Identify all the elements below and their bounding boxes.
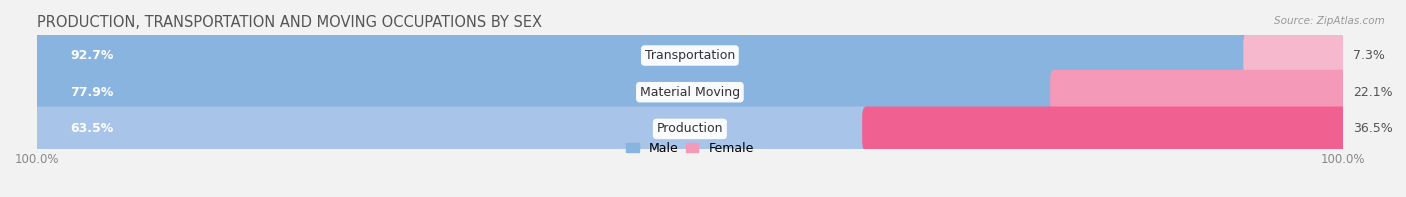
FancyBboxPatch shape (31, 97, 1350, 160)
Text: 22.1%: 22.1% (1353, 86, 1392, 99)
Text: Transportation: Transportation (645, 49, 735, 62)
Text: 92.7%: 92.7% (70, 49, 114, 62)
FancyBboxPatch shape (1050, 70, 1347, 115)
FancyBboxPatch shape (31, 24, 1350, 87)
Text: PRODUCTION, TRANSPORTATION AND MOVING OCCUPATIONS BY SEX: PRODUCTION, TRANSPORTATION AND MOVING OC… (37, 15, 543, 30)
Text: Production: Production (657, 122, 723, 135)
FancyBboxPatch shape (34, 33, 1251, 78)
Text: 63.5%: 63.5% (70, 122, 112, 135)
Text: 7.3%: 7.3% (1353, 49, 1385, 62)
FancyBboxPatch shape (1243, 33, 1347, 78)
FancyBboxPatch shape (34, 107, 870, 151)
FancyBboxPatch shape (862, 107, 1347, 151)
Text: 77.9%: 77.9% (70, 86, 114, 99)
Text: Source: ZipAtlas.com: Source: ZipAtlas.com (1274, 16, 1385, 26)
Text: 36.5%: 36.5% (1353, 122, 1393, 135)
FancyBboxPatch shape (34, 70, 1057, 115)
FancyBboxPatch shape (31, 61, 1350, 124)
Legend: Male, Female: Male, Female (621, 137, 759, 160)
Text: Material Moving: Material Moving (640, 86, 740, 99)
